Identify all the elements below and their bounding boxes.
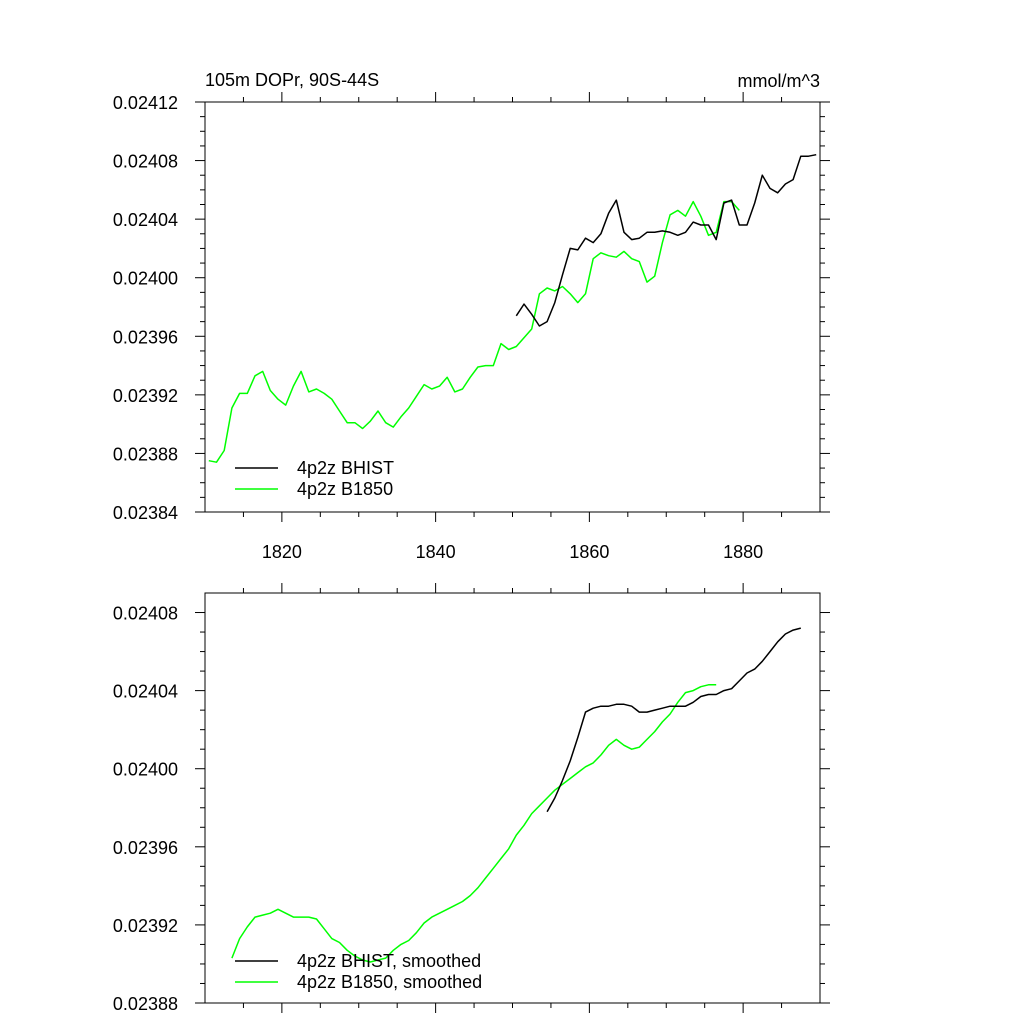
chart1-x-tick-label: 1820 [262,542,302,562]
chart1-x-tick-label: 1840 [416,542,456,562]
chart2-y-tick-label: 0.02408 [113,604,178,624]
chart2-series-line-bhist [546,627,801,813]
chart1-y-tick-label: 0.02392 [113,386,178,406]
chart1-title-right: mmol/m^3 [738,71,820,91]
chart2-legend-label: 4p2z B1850, smoothed [297,972,482,992]
chart2-y-tick-label: 0.02400 [113,760,178,780]
chart2-y-tick-label: 0.02388 [113,994,178,1014]
chart2-plot-frame [204,592,821,1004]
chart1-plot-frame [204,101,821,513]
chart1-series-line-bhist [515,153,817,327]
chart2-series-line-b1850 [231,684,717,963]
chart1-y-tick-label: 0.02404 [113,210,178,230]
chart1-y-tick-label: 0.02408 [113,152,178,172]
chart1-legend-label: 4p2z BHIST [297,458,394,478]
chart1-x-tick-label: 1880 [723,542,763,562]
chart2-y-tick-label: 0.02396 [113,838,178,858]
chart2-y-tick-label: 0.02404 [113,682,178,702]
chart1-x-tick-label: 1860 [569,542,609,562]
chart1-y-tick-label: 0.02400 [113,269,178,289]
chart1-y-tick-label: 0.02412 [113,93,178,113]
chart1-y-tick-label: 0.02396 [113,327,178,347]
chart2-legend-label: 4p2z BHIST, smoothed [297,951,481,971]
chart1-y-tick-label: 0.02388 [113,444,178,464]
chart1-legend-label: 4p2z B1850 [297,479,393,499]
chart1-title-left: 105m DOPr, 90S-44S [205,70,379,90]
chart1-y-tick-label: 0.02384 [113,503,178,523]
chart1-series-line-b1850 [208,200,740,463]
chart2-y-tick-label: 0.02392 [113,916,178,936]
